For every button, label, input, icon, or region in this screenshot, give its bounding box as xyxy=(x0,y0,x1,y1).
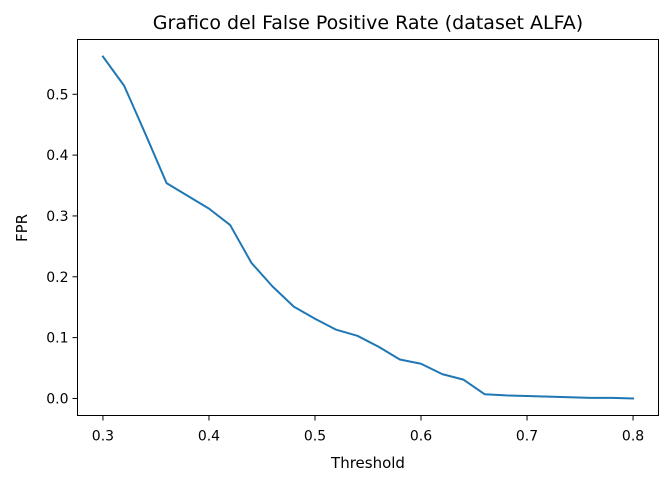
x-tick-label: 0.7 xyxy=(516,429,538,445)
y-tick-label: 0.3 xyxy=(46,209,68,225)
series-layer xyxy=(101,55,635,400)
x-axis-label: Threshold xyxy=(330,454,405,472)
y-tick-label: 0.5 xyxy=(46,87,68,103)
x-tick-label: 0.8 xyxy=(622,429,644,445)
y-tick-label: 0.0 xyxy=(46,391,68,407)
y-axis-label: FPR xyxy=(13,214,31,242)
y-tick-label: 0.1 xyxy=(46,331,68,347)
x-axis-ticks: 0.3 0.4 0.5 0.6 0.7 0.8 xyxy=(92,415,644,445)
chart-title: Grafico del False Positive Rate (dataset… xyxy=(153,12,583,34)
plot-frame xyxy=(77,39,659,416)
x-tick-label: 0.5 xyxy=(304,429,326,445)
y-tick-label: 0.2 xyxy=(46,270,68,286)
y-tick-label: 0.4 xyxy=(46,148,68,164)
fpr-series-line xyxy=(101,55,635,400)
x-tick-label: 0.4 xyxy=(198,429,220,445)
y-axis-ticks: 0.0 0.1 0.2 0.3 0.4 0.5 xyxy=(46,87,78,407)
x-tick-label: 0.6 xyxy=(410,429,432,445)
x-tick-label: 0.3 xyxy=(92,429,114,445)
